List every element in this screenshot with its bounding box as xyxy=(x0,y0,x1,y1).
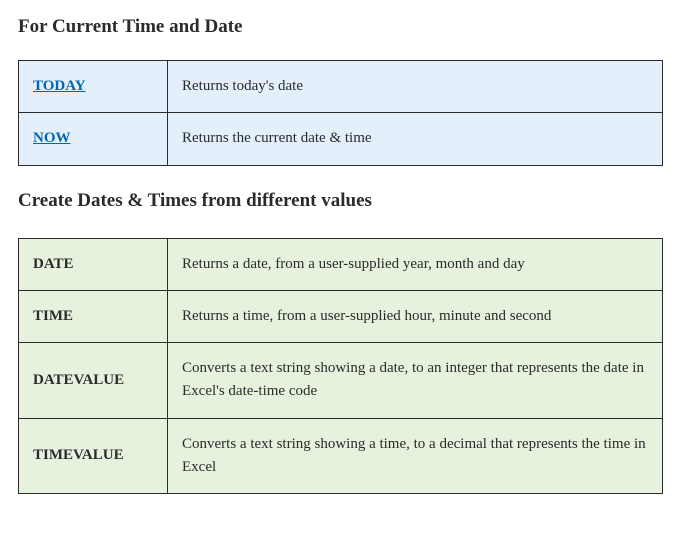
section-title-create-dates-times: Create Dates & Times from different valu… xyxy=(18,190,663,212)
table-row: TODAY Returns today's date xyxy=(19,61,663,113)
func-desc-cell: Returns a time, from a user-supplied hou… xyxy=(168,290,663,342)
table-current-time-date: TODAY Returns today's date NOW Returns t… xyxy=(18,60,663,166)
func-desc-cell: Converts a text string showing a date, t… xyxy=(168,343,663,419)
table-create-dates-times: DATE Returns a date, from a user-supplie… xyxy=(18,238,663,495)
func-name-cell: NOW xyxy=(19,113,168,165)
func-name-cell: TIMEVALUE xyxy=(19,418,168,494)
func-name-cell: DATE xyxy=(19,238,168,290)
table-row: NOW Returns the current date & time xyxy=(19,113,663,165)
table-row: TIME Returns a time, from a user-supplie… xyxy=(19,290,663,342)
func-desc-cell: Returns the current date & time xyxy=(168,113,663,165)
table-row: DATE Returns a date, from a user-supplie… xyxy=(19,238,663,290)
func-name-cell: TIME xyxy=(19,290,168,342)
func-desc-cell: Returns a date, from a user-supplied yea… xyxy=(168,238,663,290)
func-link-today[interactable]: TODAY xyxy=(33,78,86,94)
func-name-cell: DATEVALUE xyxy=(19,343,168,419)
func-desc-cell: Returns today's date xyxy=(168,61,663,113)
table-row: DATEVALUE Converts a text string showing… xyxy=(19,343,663,419)
func-link-now[interactable]: NOW xyxy=(33,130,71,146)
section-title-current-time-date: For Current Time and Date xyxy=(18,16,663,38)
func-desc-cell: Converts a text string showing a time, t… xyxy=(168,418,663,494)
func-name-cell: TODAY xyxy=(19,61,168,113)
table-row: TIMEVALUE Converts a text string showing… xyxy=(19,418,663,494)
